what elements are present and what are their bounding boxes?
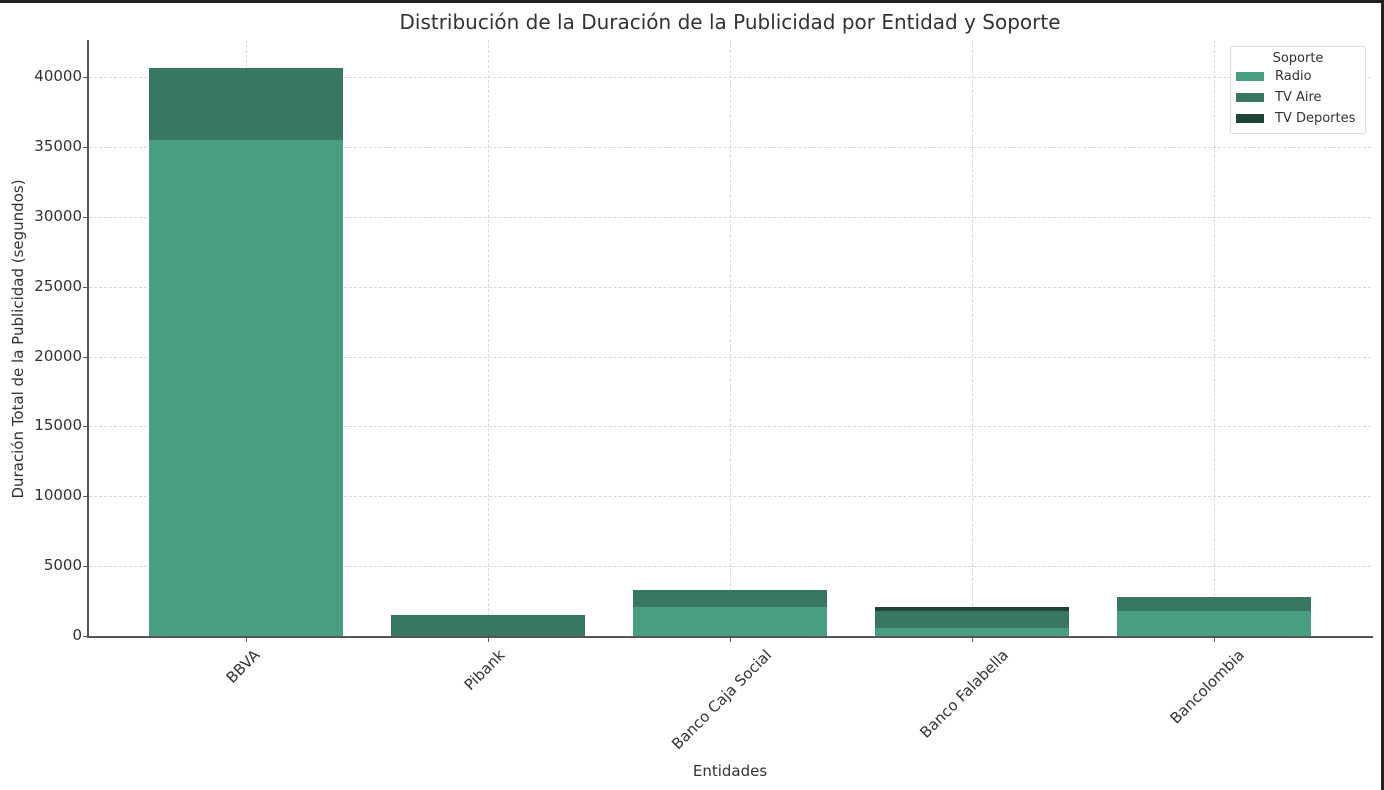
x-tick-label: Banco Falabella: [916, 646, 1013, 742]
bar-segment-radio: [875, 628, 1069, 636]
y-tick-label: 40000: [34, 67, 82, 85]
bar-segment-tv-aire: [633, 589, 827, 607]
bar-segment-radio: [633, 606, 827, 636]
y-tick-mark: [83, 286, 88, 288]
x-tick-mark: [972, 637, 973, 642]
y-tick-label: 30000: [34, 206, 82, 225]
bar-segment-radio: [1117, 611, 1311, 636]
gridline-vertical: [1214, 40, 1215, 636]
legend-item: TV Aire: [1236, 87, 1365, 108]
y-tick-label: 15000: [34, 416, 82, 435]
bar-segment-tv-aire: [1117, 597, 1311, 612]
x-tick-label: Banco Caja Social: [667, 646, 776, 754]
y-tick-mark: [83, 146, 88, 148]
y-tick-label: 5000: [43, 556, 82, 575]
legend-swatch: [1236, 114, 1264, 123]
bar-segment-tv-aire: [149, 67, 343, 141]
legend-label: TV Deportes: [1275, 111, 1356, 126]
y-tick-label: 25000: [34, 276, 82, 295]
legend-item: Radio: [1236, 66, 1365, 87]
gridline-vertical: [972, 40, 973, 636]
window-top-border: [0, 0, 1384, 3]
y-tick-mark: [83, 566, 88, 568]
y-tick-label: 35000: [34, 136, 82, 155]
bar-segment-tv-aire: [875, 611, 1069, 629]
bar-segment-tv-aire: [391, 614, 585, 636]
gridline-vertical: [488, 40, 489, 636]
legend-label: Radio: [1275, 69, 1312, 84]
x-tick-mark: [1214, 637, 1215, 642]
legend-swatch: [1236, 72, 1264, 81]
x-tick-label: BBVA: [222, 646, 264, 687]
y-tick-mark: [83, 77, 88, 78]
chart-title: Distribución de la Duración de la Public…: [399, 10, 1061, 34]
window-right-border: [1381, 0, 1384, 790]
x-axis-label: Entidades: [692, 762, 768, 780]
bar-segment-radio: [149, 140, 343, 636]
y-axis-label: Duración Total de la Publicidad (segundo…: [9, 179, 27, 499]
y-tick-label: 0: [72, 626, 82, 644]
gridline-vertical: [730, 40, 731, 636]
x-tick-mark: [730, 637, 731, 642]
y-tick-label: 20000: [34, 346, 82, 365]
y-tick-label: 10000: [34, 486, 82, 505]
x-tick-mark: [488, 637, 489, 642]
y-tick-mark: [83, 496, 88, 498]
legend-item: TV Deportes: [1236, 108, 1365, 129]
y-tick-mark: [83, 636, 88, 637]
y-axis-line: [87, 40, 89, 638]
x-tick-label: Pibank: [460, 646, 509, 694]
y-tick-mark: [83, 356, 88, 358]
legend-title: Soporte: [1272, 51, 1324, 66]
bar-segment-tv-deportes: [875, 607, 1069, 612]
y-tick-mark: [83, 216, 88, 218]
y-tick-mark: [83, 426, 88, 428]
x-tick-mark: [246, 637, 247, 642]
x-tick-label: Bancolombia: [1166, 646, 1249, 728]
legend: Soporte Radio TV Aire TV Deportes: [1230, 46, 1366, 134]
legend-label: TV Aire: [1275, 90, 1322, 105]
legend-swatch: [1236, 93, 1264, 102]
